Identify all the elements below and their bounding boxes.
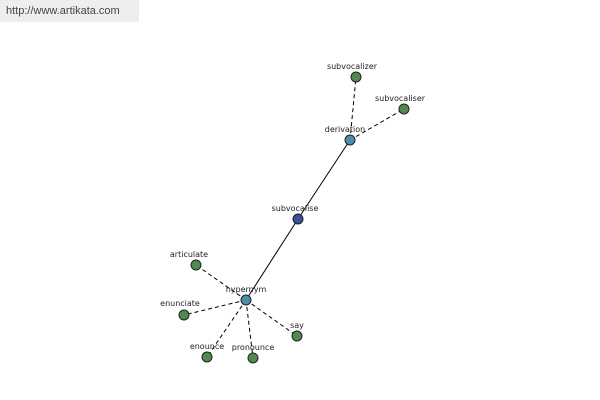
url-banner xyxy=(0,0,139,22)
node[interactable] xyxy=(292,213,304,225)
edge xyxy=(183,299,247,316)
node[interactable] xyxy=(247,352,259,364)
node-label: enunciate xyxy=(160,299,200,308)
node[interactable] xyxy=(344,134,356,146)
edge xyxy=(297,139,351,220)
node-label: say xyxy=(290,321,304,330)
node[interactable] xyxy=(350,71,362,83)
node-label: hypernym xyxy=(226,285,267,294)
node-label: pronounce xyxy=(232,343,275,352)
edge xyxy=(245,218,299,301)
node-label: enounce xyxy=(190,342,224,351)
node-label: subvocalise xyxy=(272,204,319,213)
node[interactable] xyxy=(178,309,190,321)
node[interactable] xyxy=(201,351,213,363)
node[interactable] xyxy=(240,294,252,306)
edge xyxy=(245,299,298,337)
url-text: http://www.artikata.com xyxy=(6,5,120,17)
node-label: derivation xyxy=(325,125,365,134)
node-label: subvocalizer xyxy=(327,62,378,71)
edge xyxy=(206,299,247,358)
edge xyxy=(349,108,405,141)
edge xyxy=(195,264,247,301)
node-label: articulate xyxy=(170,250,208,259)
edge xyxy=(349,76,357,141)
edge xyxy=(245,299,254,359)
node[interactable] xyxy=(190,259,202,271)
node-label: subvocaliser xyxy=(375,94,426,103)
node[interactable] xyxy=(291,330,303,342)
node[interactable] xyxy=(398,103,410,115)
